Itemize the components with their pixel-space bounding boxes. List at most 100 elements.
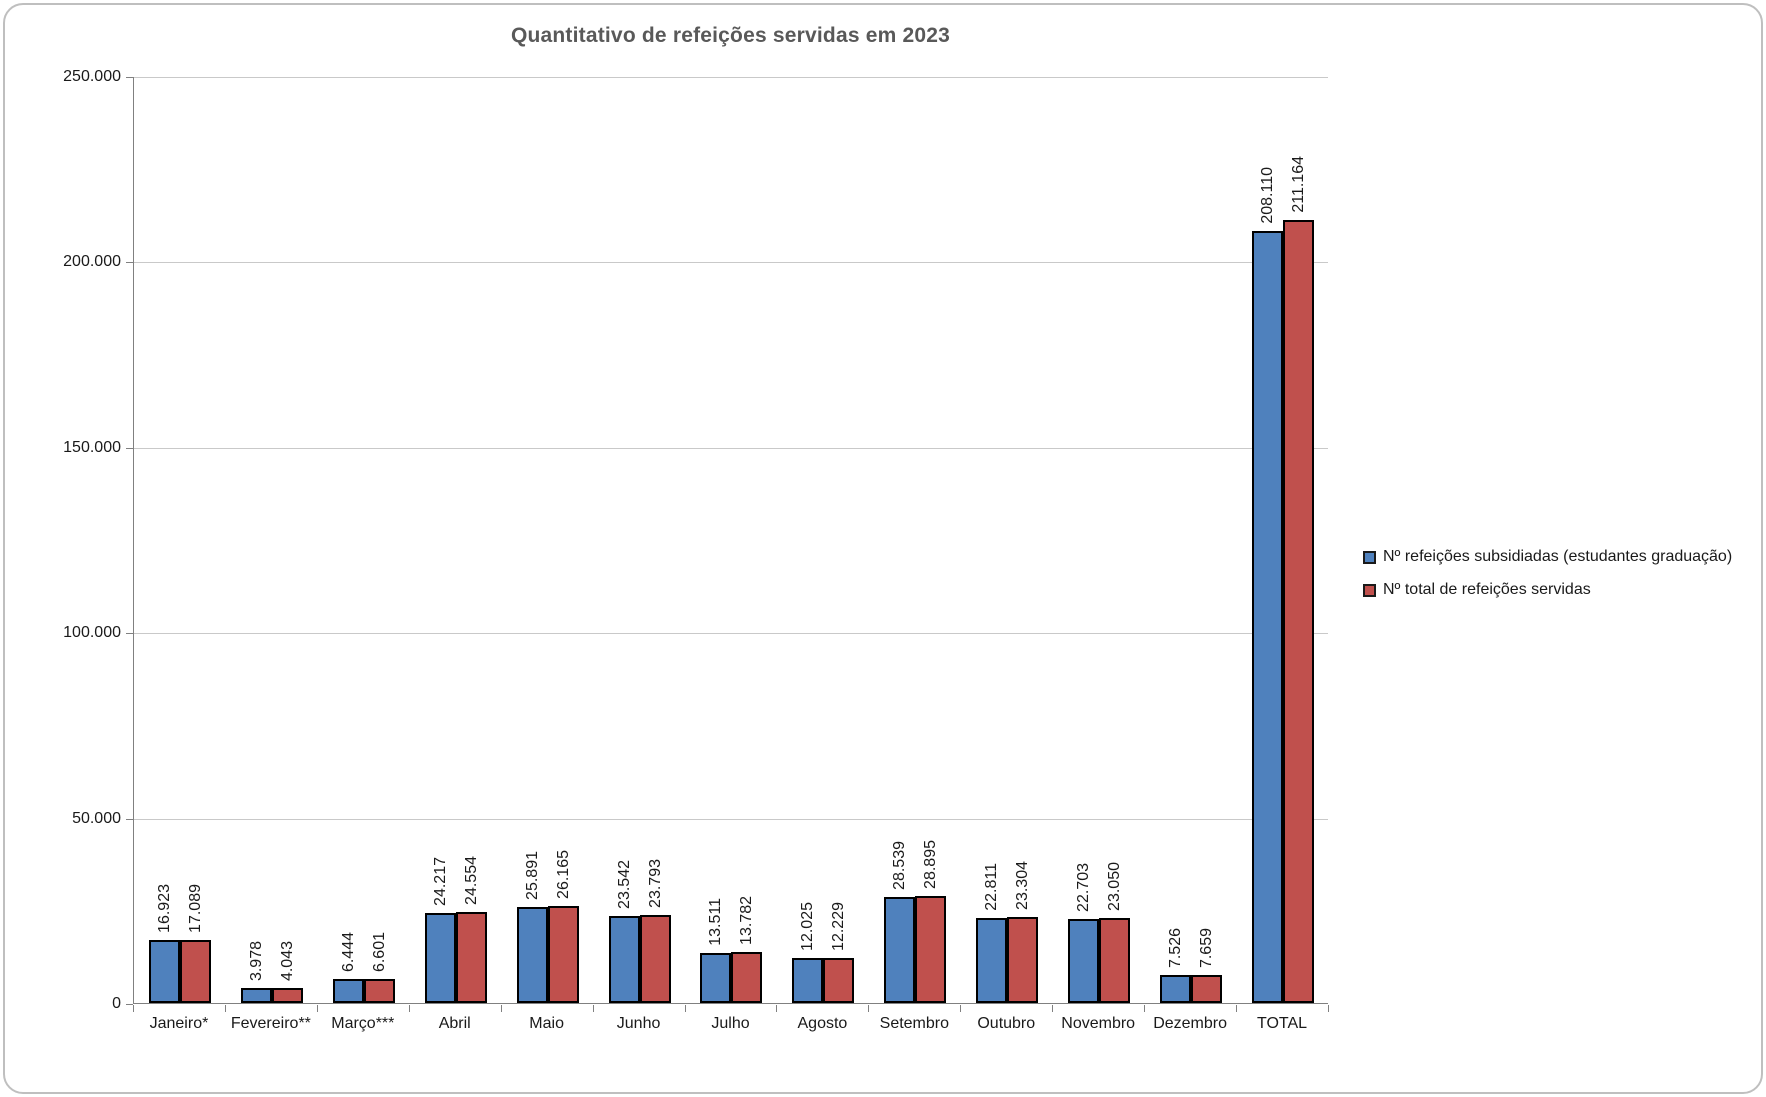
bar-value-label: 7.526 bbox=[1167, 927, 1185, 968]
y-axis-tick-label: 100.000 bbox=[63, 624, 121, 642]
x-axis-tick bbox=[317, 1005, 318, 1012]
category-group: 22.703 23.050 bbox=[1053, 77, 1145, 1003]
bar-total[interactable] bbox=[455, 912, 487, 1003]
x-axis-tick bbox=[1144, 1005, 1145, 1012]
category-group: 23.542 23.793 bbox=[594, 77, 686, 1003]
legend-swatch-icon bbox=[1363, 550, 1376, 564]
bar-subsidiadas[interactable] bbox=[608, 916, 640, 1003]
chart-frame bbox=[3, 3, 1763, 1094]
y-axis-tick bbox=[126, 633, 133, 635]
gridline bbox=[134, 633, 1328, 635]
x-axis-tick bbox=[501, 1005, 502, 1012]
bar-value-label: 28.539 bbox=[891, 841, 909, 890]
bar-value-label: 12.025 bbox=[799, 902, 817, 951]
category-group: 25.891 26.165 bbox=[502, 77, 594, 1003]
bar-subsidiadas[interactable] bbox=[1068, 919, 1100, 1003]
legend-label: Nº refeições subsidiadas (estudantes gra… bbox=[1383, 548, 1733, 565]
bar-value-label: 16.923 bbox=[155, 884, 173, 933]
bar-value-label: 17.089 bbox=[186, 884, 204, 933]
chart-title: Quantitativo de refeições servidas em 20… bbox=[510, 24, 951, 47]
bar-value-label: 23.793 bbox=[646, 859, 664, 908]
bar-total[interactable] bbox=[363, 979, 395, 1003]
bar-total[interactable] bbox=[1099, 918, 1131, 1003]
bar-value-label: 7.659 bbox=[1198, 927, 1216, 968]
bar-total[interactable] bbox=[271, 988, 303, 1003]
bar-value-label: 24.554 bbox=[462, 856, 480, 905]
category-group: 208.110 211.164 bbox=[1237, 77, 1329, 1003]
category-group: 24.217 24.554 bbox=[410, 77, 502, 1003]
bar-value-label: 23.050 bbox=[1106, 862, 1124, 911]
x-axis-tick bbox=[1328, 1005, 1329, 1012]
category-group: 3.978 4.043 bbox=[226, 77, 318, 1003]
legend-item[interactable]: Nº total de refeições servidas bbox=[1363, 581, 1732, 599]
y-axis-tick-label: 150.000 bbox=[63, 438, 121, 456]
bar-subsidiadas[interactable] bbox=[792, 958, 824, 1003]
bar-subsidiadas[interactable] bbox=[148, 940, 180, 1003]
bar-total[interactable] bbox=[179, 940, 211, 1003]
x-axis-tick bbox=[960, 1005, 961, 1012]
bar-value-label: 26.165 bbox=[554, 850, 572, 899]
bar-subsidiadas[interactable] bbox=[240, 988, 272, 1003]
bar-total[interactable] bbox=[731, 952, 763, 1003]
bar-value-label: 22.703 bbox=[1075, 863, 1093, 912]
bar-value-label: 28.895 bbox=[922, 840, 940, 889]
y-axis-tick bbox=[126, 447, 133, 449]
bar-subsidiadas[interactable] bbox=[424, 913, 456, 1003]
bar-total[interactable] bbox=[1007, 917, 1039, 1003]
bar-subsidiadas[interactable] bbox=[516, 907, 548, 1003]
bar-value-label: 211.164 bbox=[1290, 156, 1308, 213]
bar-value-label: 22.811 bbox=[983, 863, 1001, 911]
bar-total[interactable] bbox=[915, 896, 947, 1003]
bar-total[interactable] bbox=[639, 915, 671, 1003]
bar-value-label: 4.043 bbox=[278, 940, 296, 981]
x-axis-category-label: Outubro bbox=[977, 1015, 1036, 1032]
bar-value-label: 208.110 bbox=[1259, 167, 1277, 224]
bar-value-label: 13.782 bbox=[738, 896, 756, 945]
category-group: 16.923 17.089 bbox=[134, 77, 226, 1003]
category-group: 28.539 28.895 bbox=[869, 77, 961, 1003]
x-axis-category-label: Novembro bbox=[1061, 1015, 1136, 1032]
category-group: 12.025 12.229 bbox=[777, 77, 869, 1003]
bar-value-label: 24.217 bbox=[431, 857, 449, 906]
x-axis-tick bbox=[776, 1005, 777, 1012]
bar-value-label: 13.511 bbox=[707, 898, 725, 946]
bar-total[interactable] bbox=[547, 906, 579, 1003]
category-group: 6.444 6.601 bbox=[318, 77, 410, 1003]
bar-value-label: 23.304 bbox=[1014, 861, 1032, 910]
bar-subsidiadas[interactable] bbox=[884, 897, 916, 1003]
x-axis-category-label: Abril bbox=[438, 1015, 471, 1032]
x-axis-category-label: Março*** bbox=[331, 1015, 395, 1032]
x-axis-category-label: Setembro bbox=[879, 1015, 950, 1032]
category-group: 7.526 7.659 bbox=[1145, 77, 1237, 1003]
bar-value-label: 23.542 bbox=[615, 860, 633, 909]
category-group: 13.511 13.782 bbox=[686, 77, 778, 1003]
bar-subsidiadas[interactable] bbox=[332, 979, 364, 1003]
y-axis-tick-label: 0 bbox=[112, 995, 121, 1012]
bar-total[interactable] bbox=[823, 958, 855, 1003]
bar-subsidiadas[interactable] bbox=[1160, 975, 1192, 1003]
bar-value-label: 6.601 bbox=[370, 931, 388, 972]
x-axis-category-label: Maio bbox=[529, 1015, 564, 1032]
y-axis-tick-label: 250.000 bbox=[63, 68, 121, 85]
legend-swatch-icon bbox=[1363, 583, 1376, 597]
gridline bbox=[134, 447, 1328, 449]
x-axis-tick bbox=[685, 1005, 686, 1012]
x-axis-category-label: TOTAL bbox=[1256, 1015, 1308, 1032]
category-group: 22.811 23.304 bbox=[961, 77, 1053, 1003]
x-axis-tick bbox=[1236, 1005, 1237, 1012]
bar-subsidiadas[interactable] bbox=[700, 953, 732, 1003]
plot-area: 16.923 17.089 3.978 4.043 6.444 6.601 24.217 24… bbox=[133, 77, 1328, 1004]
y-axis-tick bbox=[126, 262, 133, 264]
y-axis-tick-label: 50.000 bbox=[72, 809, 121, 827]
legend-item[interactable]: Nº refeições subsidiadas (estudantes gra… bbox=[1363, 548, 1732, 566]
gridline bbox=[134, 262, 1328, 264]
bar-subsidiadas[interactable] bbox=[1252, 231, 1284, 1003]
x-axis-category-label: Junho bbox=[616, 1015, 661, 1032]
bar-total[interactable] bbox=[1191, 975, 1223, 1003]
gridline bbox=[134, 818, 1328, 820]
bar-subsidiadas[interactable] bbox=[976, 918, 1008, 1003]
bar-value-label: 3.978 bbox=[247, 940, 265, 981]
bar-value-label: 6.444 bbox=[339, 931, 357, 972]
legend: Nº refeições subsidiadas (estudantes gra… bbox=[1363, 548, 1732, 614]
bar-total[interactable] bbox=[1283, 220, 1315, 1003]
